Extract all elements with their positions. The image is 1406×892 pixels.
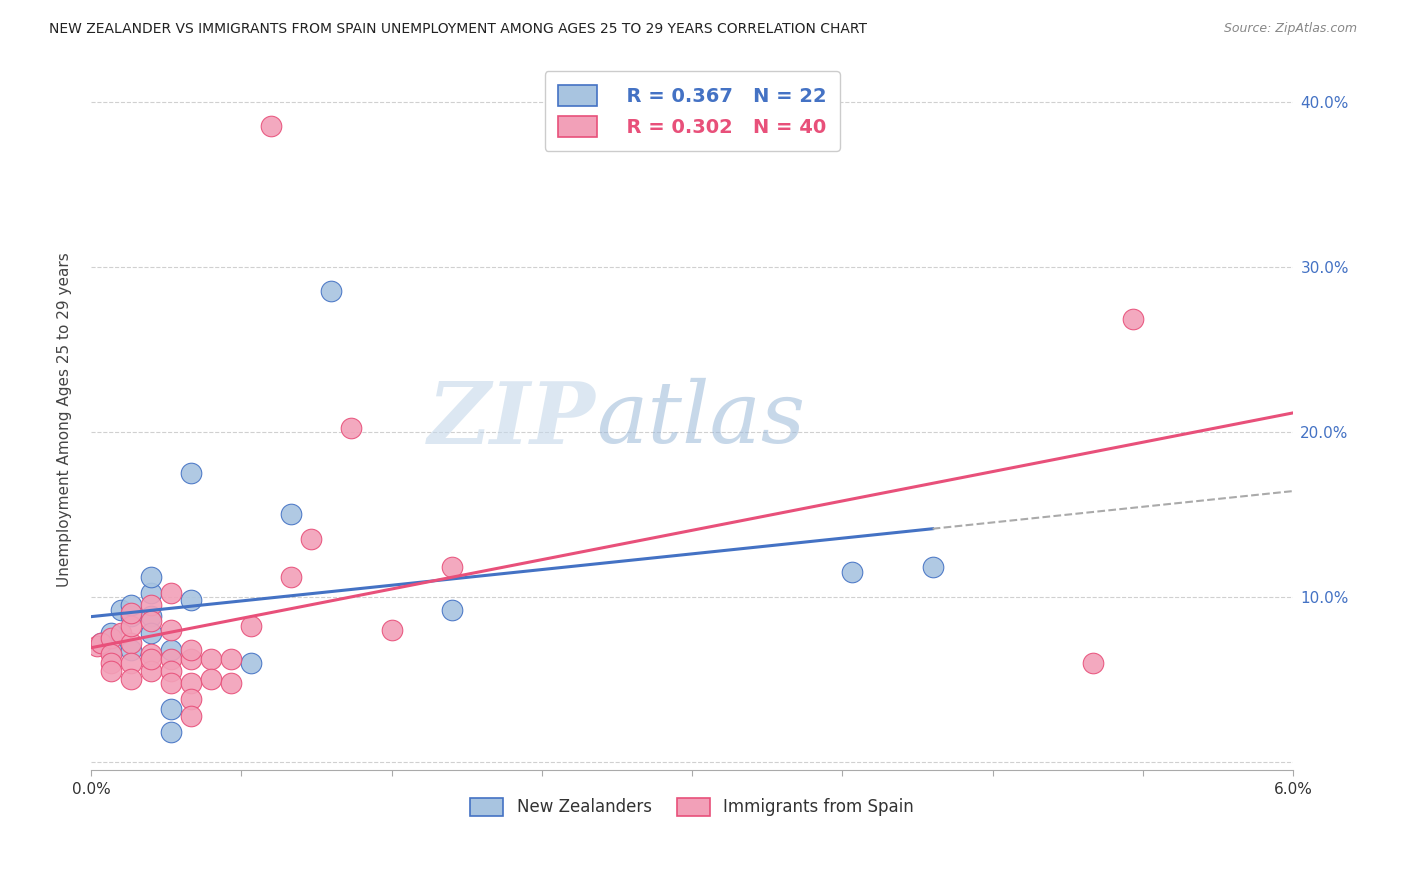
Point: [841, 565, 863, 579]
Point: [240, 656, 263, 670]
Point: [160, 675, 183, 690]
Text: ZIP: ZIP: [427, 377, 596, 461]
Y-axis label: Unemployment Among Ages 25 to 29 years: Unemployment Among Ages 25 to 29 years: [58, 252, 72, 587]
Point: [440, 603, 463, 617]
Point: [139, 598, 162, 612]
Point: [440, 560, 463, 574]
Point: [160, 702, 183, 716]
Point: [139, 586, 162, 600]
Point: [120, 598, 142, 612]
Point: [380, 623, 402, 637]
Point: [139, 626, 162, 640]
Point: [120, 656, 142, 670]
Point: [120, 609, 142, 624]
Point: [120, 672, 142, 686]
Point: [120, 606, 142, 620]
Point: [280, 570, 302, 584]
Point: [120, 619, 142, 633]
Point: [219, 652, 242, 666]
Point: [200, 652, 222, 666]
Point: [160, 725, 183, 739]
Point: [120, 642, 142, 657]
Point: [139, 652, 162, 666]
Point: [299, 532, 322, 546]
Point: [120, 636, 142, 650]
Point: [260, 120, 283, 134]
Point: [180, 675, 202, 690]
Legend: New Zealanders, Immigrants from Spain: New Zealanders, Immigrants from Spain: [461, 789, 922, 825]
Point: [100, 656, 122, 670]
Point: [90, 636, 112, 650]
Point: [139, 570, 162, 584]
Point: [139, 615, 162, 629]
Point: [160, 623, 183, 637]
Point: [160, 664, 183, 678]
Point: [86, 639, 108, 653]
Point: [139, 664, 162, 678]
Point: [160, 652, 183, 666]
Point: [921, 560, 943, 574]
Point: [180, 642, 202, 657]
Point: [100, 648, 122, 662]
Point: [180, 652, 202, 666]
Point: [340, 421, 363, 435]
Point: [219, 675, 242, 690]
Point: [280, 507, 302, 521]
Point: [160, 586, 183, 600]
Text: NEW ZEALANDER VS IMMIGRANTS FROM SPAIN UNEMPLOYMENT AMONG AGES 25 TO 29 YEARS CO: NEW ZEALANDER VS IMMIGRANTS FROM SPAIN U…: [49, 22, 868, 37]
Point: [200, 672, 222, 686]
Text: Source: ZipAtlas.com: Source: ZipAtlas.com: [1223, 22, 1357, 36]
Point: [110, 603, 132, 617]
Point: [90, 636, 112, 650]
Point: [321, 285, 343, 299]
Point: [180, 692, 202, 706]
Point: [100, 626, 122, 640]
Point: [180, 708, 202, 723]
Point: [139, 648, 162, 662]
Point: [1122, 312, 1144, 326]
Point: [100, 631, 122, 645]
Text: atlas: atlas: [596, 378, 806, 460]
Point: [1081, 656, 1104, 670]
Point: [110, 626, 132, 640]
Point: [160, 642, 183, 657]
Point: [180, 466, 202, 480]
Point: [100, 664, 122, 678]
Point: [100, 642, 122, 657]
Point: [240, 619, 263, 633]
Point: [180, 593, 202, 607]
Point: [139, 609, 162, 624]
